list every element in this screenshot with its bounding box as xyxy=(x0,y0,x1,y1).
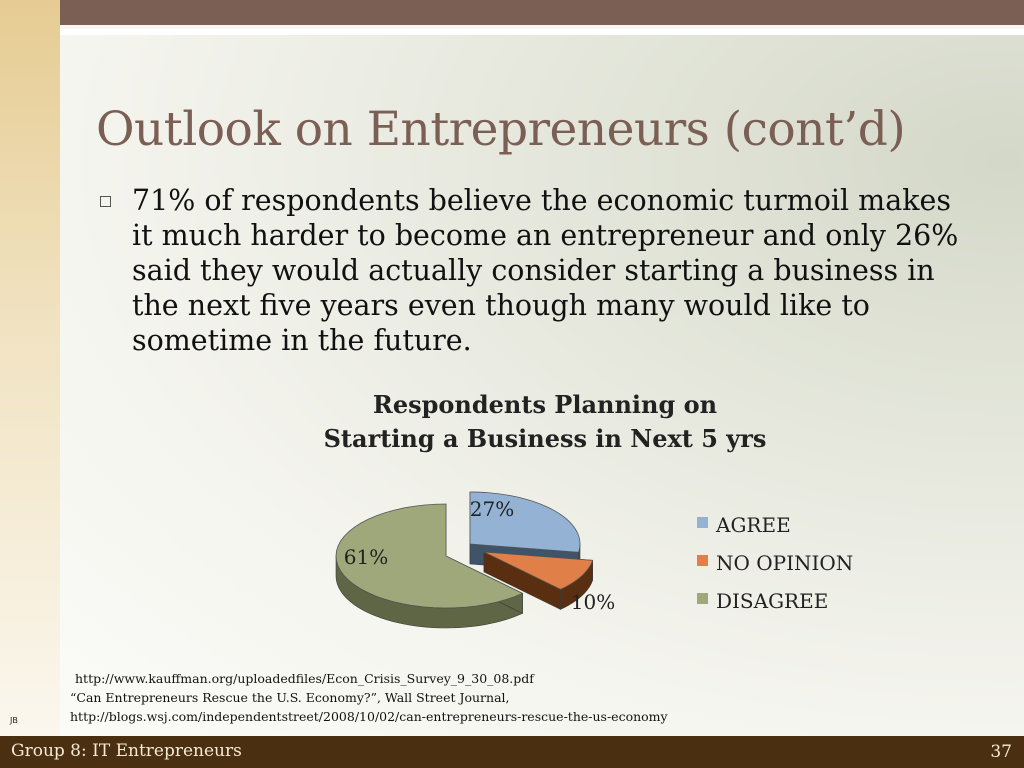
legend-swatch-agree xyxy=(697,517,708,528)
legend-swatch-no-opinion xyxy=(697,555,708,566)
left-accent-strip xyxy=(0,0,60,736)
data-label-agree: 27% xyxy=(470,497,514,521)
pie-slice-disagree xyxy=(335,503,524,609)
pie-slice-agree xyxy=(469,491,581,553)
sources: http://www.kauffman.org/uploadedfiles/Ec… xyxy=(70,669,668,726)
chart-title: Respondents Planning on Starting a Busin… xyxy=(270,388,820,456)
pie-slice-no-opinion xyxy=(483,551,594,590)
bullet-text: 71% of respondents believe the economic … xyxy=(132,184,959,357)
data-label-disagree: 61% xyxy=(344,545,388,569)
slide-title: Outlook on Entrepreneurs (cont’d) xyxy=(96,102,906,157)
author-initials: JB xyxy=(10,716,18,725)
source-line-1: http://www.kauffman.org/uploadedfiles/Ec… xyxy=(75,671,534,686)
legend-swatch-disagree xyxy=(697,593,708,604)
legend-label-agree: AGREE xyxy=(715,513,791,537)
source-line-3: http://blogs.wsj.com/independentstreet/2… xyxy=(70,709,668,724)
bullet-square-icon xyxy=(100,196,111,207)
source-line-2: “Can Entrepreneurs Rescue the U.S. Econo… xyxy=(70,690,510,705)
chart-title-line-1: Respondents Planning on xyxy=(372,390,718,419)
legend-label-disagree: DISAGREE xyxy=(716,589,828,613)
footer-group-name: Group 8: IT Entrepreneurs xyxy=(11,741,242,761)
page-number: 37 xyxy=(990,742,1012,762)
slide-content-area xyxy=(60,35,1024,736)
data-label-no-opinion: 10% xyxy=(571,590,615,614)
top-bar xyxy=(60,0,1024,25)
top-divider xyxy=(60,29,1024,35)
chart-title-line-2: Starting a Business in Next 5 yrs xyxy=(323,424,767,453)
legend-label-no-opinion: NO OPINION xyxy=(716,551,853,575)
footer-bar xyxy=(0,736,1024,768)
